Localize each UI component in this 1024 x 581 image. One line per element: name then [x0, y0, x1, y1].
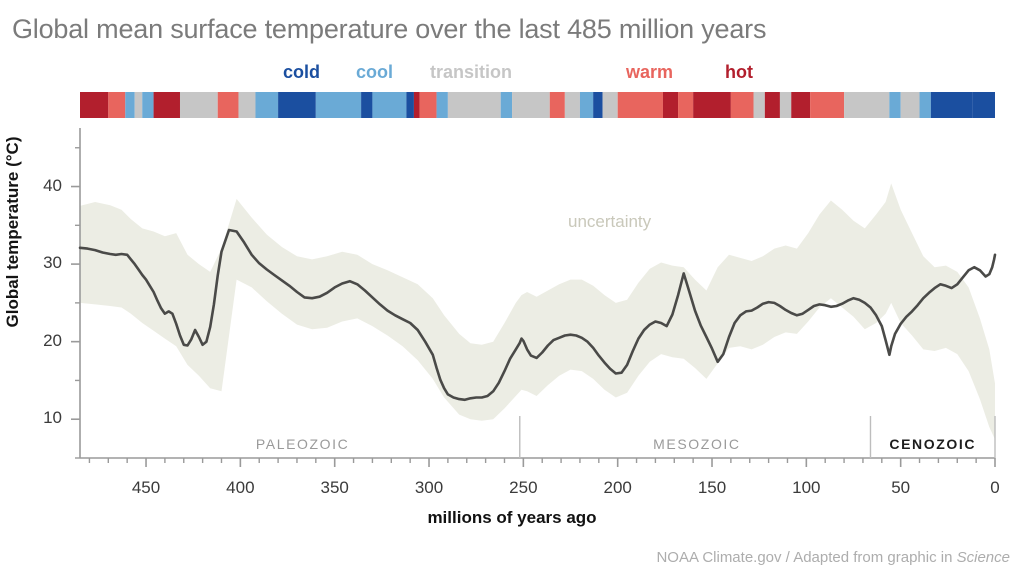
climate-state-band — [753, 92, 765, 118]
climate-state-band — [602, 92, 618, 118]
x-tick-label: 400 — [226, 478, 255, 497]
climate-state-band — [134, 92, 143, 118]
credit-text: NOAA Climate.gov / Adapted from graphic … — [656, 549, 957, 566]
climate-state-band — [972, 92, 995, 118]
climate-state-band — [678, 92, 694, 118]
x-tick-label: 250 — [509, 478, 538, 497]
climate-state-band — [900, 92, 920, 118]
climate-state-band — [662, 92, 679, 118]
climate-state-band — [179, 92, 218, 118]
legend-item-transition: transition — [430, 62, 513, 82]
legend-item-cool: cool — [356, 62, 394, 82]
climate-state-band — [919, 92, 931, 118]
y-tick-label: 10 — [43, 408, 62, 428]
x-tick-label: 150 — [697, 478, 727, 497]
climate-state-band — [447, 92, 501, 118]
climate-state-band — [512, 92, 550, 118]
climate-state-band — [889, 92, 901, 118]
temperature-line — [78, 228, 997, 402]
era-label-cenozoic: CENOZOIC — [889, 436, 977, 452]
x-tick-label: 300 — [414, 478, 444, 497]
climate-state-band — [315, 92, 362, 118]
x-axis-title: millions of years ago — [427, 508, 597, 527]
climate-state-band — [153, 92, 180, 118]
x-tick-label: 200 — [603, 478, 632, 497]
climate-state-strip — [80, 92, 995, 118]
x-tick-label: 0 — [990, 478, 1000, 497]
climate-state-band — [730, 92, 754, 118]
y-tick-label: 30 — [43, 253, 62, 273]
climate-state-band — [419, 92, 437, 118]
credit-journal: Science — [956, 549, 1010, 566]
climate-state-band — [125, 92, 135, 118]
climate-state-band — [361, 92, 373, 118]
era-label-paleozoic: PALEOZOIC — [255, 436, 350, 452]
source-credit: NOAA Climate.gov / Adapted from graphic … — [656, 549, 1010, 566]
chart-title: Global mean surface temperature over the… — [12, 14, 767, 44]
climate-state-band — [791, 92, 811, 118]
uncertainty-annotation: uncertainty — [568, 212, 652, 231]
climate-state-band — [278, 92, 316, 118]
climate-state-band — [549, 92, 565, 118]
x-tick-label: 450 — [131, 478, 161, 497]
climate-state-band — [500, 92, 513, 118]
y-tick-label: 20 — [43, 330, 62, 350]
uncertainty-band — [80, 183, 995, 440]
y-axis-title: Global temperature (°C) — [3, 136, 22, 328]
climate-state-band — [764, 92, 780, 118]
climate-state-band — [238, 92, 256, 118]
climate-state-band — [564, 92, 580, 118]
climate-state-band — [108, 92, 126, 118]
y-tick-label: 40 — [43, 175, 62, 195]
climate-state-band — [844, 92, 890, 118]
climate-state-band — [693, 92, 731, 118]
climate-state-band — [436, 92, 448, 118]
climate-state-band — [406, 92, 414, 118]
climate-state-band — [779, 92, 792, 118]
climate-state-band — [142, 92, 154, 118]
climate-state-band — [255, 92, 279, 118]
x-tick-label: 100 — [792, 478, 821, 497]
legend-item-hot: hot — [725, 62, 753, 82]
climate-state-legend: cold cool transition warm hot — [80, 62, 995, 88]
climate-state-band — [217, 92, 239, 118]
climate-state-band — [617, 92, 663, 118]
climate-state-band — [579, 92, 594, 118]
climate-state-band — [413, 92, 420, 118]
climate-state-band — [80, 92, 109, 118]
legend-item-warm: warm — [626, 62, 674, 82]
legend-item-cold: cold — [283, 62, 321, 82]
climate-state-band — [372, 92, 407, 118]
climate-state-band — [593, 92, 603, 118]
x-tick-label: 50 — [891, 478, 911, 497]
climate-state-band — [930, 92, 973, 118]
x-tick-label: 350 — [320, 478, 349, 497]
climate-state-band — [810, 92, 845, 118]
era-label-mesozoic: MESOZOIC — [653, 436, 741, 452]
